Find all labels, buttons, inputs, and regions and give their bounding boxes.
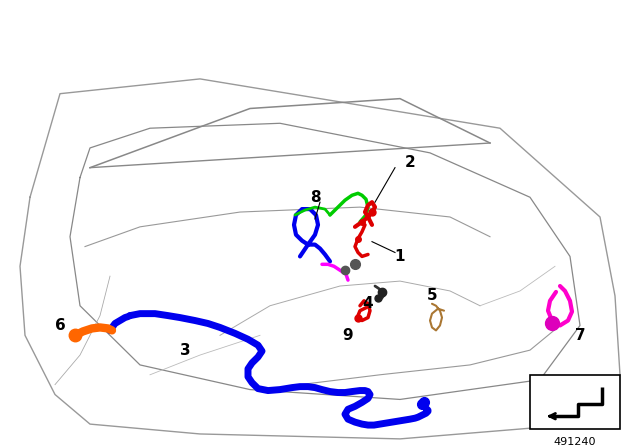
Text: 6: 6 [54, 318, 65, 333]
Text: 491240: 491240 [554, 437, 596, 447]
Bar [530, 375, 620, 429]
Text: 3: 3 [180, 343, 190, 358]
Text: 4: 4 [363, 296, 373, 311]
Text: 8: 8 [310, 190, 320, 205]
Text: 5: 5 [427, 289, 437, 303]
Text: 9: 9 [342, 328, 353, 343]
Text: 1: 1 [395, 249, 405, 264]
Text: 7: 7 [575, 328, 586, 343]
Text: 2: 2 [404, 155, 415, 170]
